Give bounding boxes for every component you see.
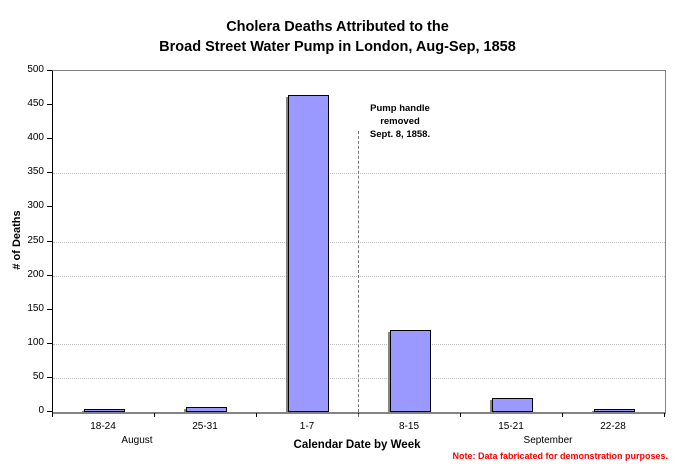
y-tick-400 xyxy=(47,138,52,139)
x-category-label-1-7: 1-7 xyxy=(299,421,315,432)
y-tick-label-150: 150 xyxy=(27,303,44,314)
chart-title-line1: Cholera Deaths Attributed to the xyxy=(226,19,449,35)
plot-area: Pump handle removed Sept. 8, 1858. xyxy=(52,70,666,417)
y-tick-300 xyxy=(47,206,52,207)
pump-handle-annotation: Pump handle removed Sept. 8, 1858. xyxy=(361,102,439,141)
y-tick-250 xyxy=(47,241,52,242)
month-label-august: August xyxy=(121,435,153,446)
y-tick-label-50: 50 xyxy=(32,371,44,382)
y-tick-200 xyxy=(47,275,52,276)
pump-handle-removed-line xyxy=(358,131,359,417)
x-category-label-18-24: 18-24 xyxy=(90,421,116,432)
y-tick-label-100: 100 xyxy=(27,337,44,348)
annotation-line-3: Sept. 8, 1858. xyxy=(369,129,431,140)
y-tick-label-350: 350 xyxy=(27,166,44,177)
gridline-350 xyxy=(53,173,665,174)
x-axis-title: Calendar Date by Week xyxy=(293,439,421,451)
bar-25-31 xyxy=(186,407,227,412)
y-tick-50 xyxy=(47,377,52,378)
y-tick-label-200: 200 xyxy=(27,269,44,280)
y-tick-450 xyxy=(47,104,52,105)
gridline-100 xyxy=(53,344,665,345)
month-label-september: September xyxy=(523,435,573,446)
annotation-line-1: Pump handle xyxy=(370,103,430,114)
x-tick-5 xyxy=(562,413,563,417)
x-tick-0 xyxy=(52,413,53,417)
chart-title: Cholera Deaths Attributed to the Broad S… xyxy=(0,17,675,57)
x-tick-4 xyxy=(460,413,461,417)
bar-1-7 xyxy=(288,95,329,412)
y-tick-label-500: 500 xyxy=(27,64,44,75)
y-tick-label-300: 300 xyxy=(27,200,44,211)
gridline-50 xyxy=(53,378,665,379)
x-category-label-15-21: 15-21 xyxy=(498,421,524,432)
gridline-200 xyxy=(53,276,665,277)
y-tick-0 xyxy=(47,411,52,412)
x-tick-2 xyxy=(256,413,257,417)
footnote-fabricated-data: Note: Data fabricated for demonstration … xyxy=(452,451,668,461)
x-tick-1 xyxy=(154,413,155,417)
chart-title-line2: Broad Street Water Pump in London, Aug-S… xyxy=(159,39,516,55)
y-tick-label-0: 0 xyxy=(38,405,44,416)
x-category-label-22-28: 22-28 xyxy=(600,421,626,432)
y-tick-label-250: 250 xyxy=(27,235,44,246)
y-tick-350 xyxy=(47,172,52,173)
annotation-line-2: removed xyxy=(380,116,420,127)
y-tick-100 xyxy=(47,343,52,344)
bar-8-15 xyxy=(390,330,431,412)
bar-22-28 xyxy=(594,409,635,412)
gridline-250 xyxy=(53,242,665,243)
y-tick-label-400: 400 xyxy=(27,132,44,143)
bar-15-21 xyxy=(492,398,533,412)
y-tick-150 xyxy=(47,309,52,310)
x-category-label-8-15: 8-15 xyxy=(398,421,419,432)
bar-18-24 xyxy=(84,409,125,412)
x-tick-6 xyxy=(664,413,665,417)
x-category-label-25-31: 25-31 xyxy=(192,421,218,432)
y-tick-label-450: 450 xyxy=(27,98,44,109)
y-tick-500 xyxy=(47,70,52,71)
